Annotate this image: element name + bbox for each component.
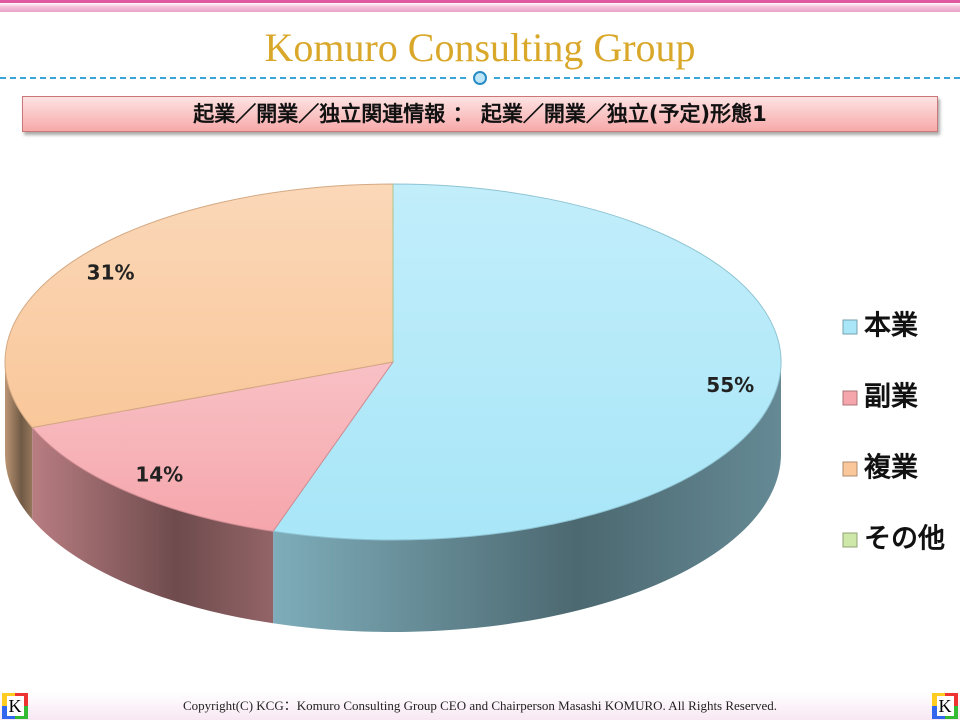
slice [4, 183, 394, 429]
legend-swatch [842, 390, 858, 406]
divider-dot [473, 71, 487, 85]
logo: K [932, 693, 958, 719]
legend-swatch [842, 532, 858, 548]
divider [0, 77, 466, 79]
subtitle: 起業／開業／独立関連情報 ： 起業／開業／独立(予定)形態1 [22, 96, 938, 132]
slice-side [32, 427, 274, 624]
legend-label: 本業 [864, 311, 918, 342]
logo-text: K [6, 696, 24, 716]
footer: Copyright(C) KCG：Komuro Consulting Group… [0, 692, 960, 720]
legend-label: 副業 [864, 382, 918, 413]
logo: K [2, 693, 28, 719]
page-title: Komuro Consulting Group [264, 25, 696, 70]
legend-swatch [842, 319, 858, 335]
data-label: 31% [87, 260, 135, 284]
slice [31, 361, 395, 532]
data-label: 55% [706, 373, 754, 397]
data-label: 14% [135, 463, 183, 487]
legend-label: その他 [864, 524, 945, 555]
slice-side [273, 362, 781, 633]
slice-side [5, 362, 33, 520]
legend-label: 複業 [864, 452, 918, 484]
top-bar [0, 0, 960, 12]
slice [272, 183, 782, 541]
divider [494, 77, 960, 79]
legend-swatch [842, 461, 858, 477]
logo-text: K [936, 696, 954, 716]
